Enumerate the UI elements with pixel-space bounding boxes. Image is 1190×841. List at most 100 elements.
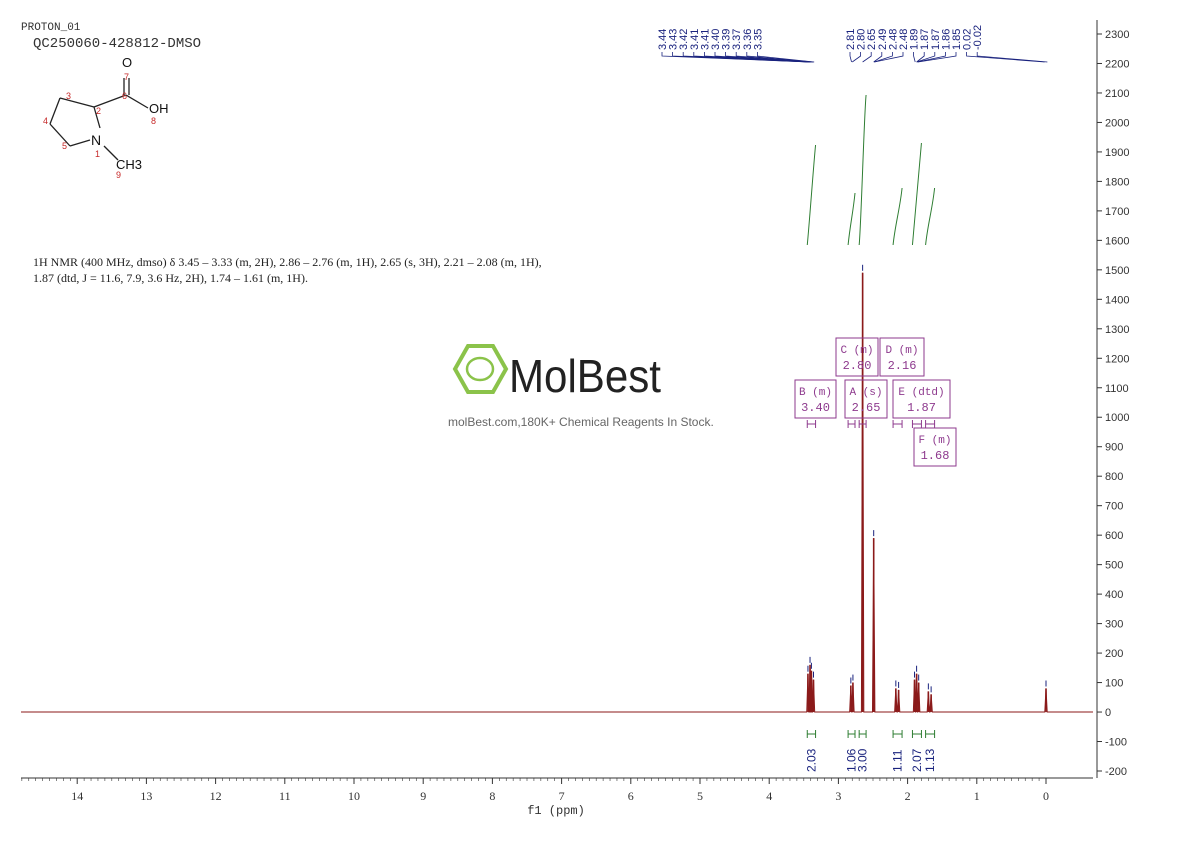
integral-value: 1.11 xyxy=(891,749,905,772)
x-axis-label: f1 (ppm) xyxy=(527,804,585,818)
atom-num-7: 7 xyxy=(124,72,129,82)
y-tick-label: 1900 xyxy=(1105,147,1129,159)
peak-label: 1.89 xyxy=(909,29,921,50)
y-tick-label: 500 xyxy=(1105,560,1123,572)
peak-leader-line xyxy=(862,52,872,63)
nmr-description-line2: 1.87 (dtd, J = 11.6, 7.9, 3.6 Hz, 2H), 1… xyxy=(33,271,308,285)
y-tick-label: 800 xyxy=(1105,471,1123,483)
molecule-structure xyxy=(49,78,149,161)
atom-num-2: 2 xyxy=(96,106,101,116)
x-tick-label: 0 xyxy=(1043,789,1049,803)
multiplet-box xyxy=(844,379,888,419)
peak-label: 3.36 xyxy=(742,29,754,50)
x-tick-label: 10 xyxy=(348,789,360,803)
y-tick-label: 1000 xyxy=(1105,412,1129,424)
plot-area: 14 13 12 11 10 9 8 7 6 5 4 3 2 1 0f1 (ppm)230022002100… xyxy=(21,20,1129,818)
integral-value: 2.03 xyxy=(804,748,818,772)
y-tick-label: 300 xyxy=(1105,619,1123,631)
integral-curve xyxy=(925,187,936,246)
y-tick-label: 1500 xyxy=(1105,265,1129,277)
nmr-description-line1: 1H NMR (400 MHz, dmso) δ 3.45 – 3.33 (m,… xyxy=(33,255,542,269)
peak-label: 3.40 xyxy=(710,29,722,50)
spectrum-line xyxy=(21,272,1093,713)
multiplet-box xyxy=(879,337,925,377)
y-tick-label: 600 xyxy=(1105,530,1123,542)
watermark-logo: MolBest molBest.com,180K+ Chemical Reage… xyxy=(448,344,714,429)
x-tick-label: 1 xyxy=(974,789,980,803)
atom-OH: OH xyxy=(149,101,169,116)
multiplet-shift: 2.65 xyxy=(852,401,881,415)
peak-label: 2.81 xyxy=(845,29,857,50)
y-tick-label: 200 xyxy=(1105,648,1123,660)
integral-value: 3.00 xyxy=(856,748,870,772)
peak-leader-line xyxy=(852,52,861,63)
multiplet-shift: 1.68 xyxy=(921,449,950,463)
benzene-logo-icon xyxy=(452,344,509,394)
x-tick-label: 6 xyxy=(628,789,634,803)
peak-leader-line xyxy=(966,52,1045,63)
x-tick-label: 12 xyxy=(210,789,222,803)
atom-num-4: 4 xyxy=(43,116,48,126)
experiment-title: PROTON_01 xyxy=(21,22,81,34)
peak-label: 3.43 xyxy=(668,29,680,50)
peak-label: 3.41 xyxy=(689,29,701,50)
peak-leader-line xyxy=(849,52,852,63)
multiplet-shift: 3.40 xyxy=(801,401,830,415)
multiplet-label: D (m) xyxy=(885,345,918,357)
y-tick-label: 1700 xyxy=(1105,206,1129,218)
multiplet-box xyxy=(892,379,951,419)
peak-label: 0.02 xyxy=(962,29,974,50)
integral-curve xyxy=(892,187,903,246)
multiplet-label: C (m) xyxy=(840,345,873,357)
y-tick-label: 1300 xyxy=(1105,324,1129,336)
peak-leader-line xyxy=(976,52,1048,63)
x-tick-label: 11 xyxy=(279,789,291,803)
peak-label: 3.35 xyxy=(752,29,764,50)
y-tick-label: 2300 xyxy=(1105,29,1129,41)
multiplet-box xyxy=(835,337,879,377)
multiplet-label: F (m) xyxy=(918,435,951,447)
integral-curve xyxy=(806,144,817,246)
peak-leader-line xyxy=(757,52,815,63)
y-tick-label: 2200 xyxy=(1105,58,1129,70)
peak-label: 1.87 xyxy=(919,29,931,50)
watermark-brand: MolBest xyxy=(509,350,661,402)
integral-value: 1.06 xyxy=(845,748,859,772)
peak-label: 3.37 xyxy=(731,29,743,50)
x-tick-label: 4 xyxy=(766,789,772,803)
y-tick-label: 1100 xyxy=(1105,383,1129,395)
x-tick-label: 13 xyxy=(140,789,152,803)
x-tick-label: 8 xyxy=(489,789,495,803)
integral-value: 1.13 xyxy=(923,748,937,772)
y-tick-label: -100 xyxy=(1105,737,1127,749)
atom-num-3: 3 xyxy=(66,91,71,101)
multiplet-shift: 2.16 xyxy=(888,359,917,373)
y-tick-label: 900 xyxy=(1105,442,1123,454)
y-tick-label: 0 xyxy=(1105,707,1111,719)
peak-label: 2.80 xyxy=(856,29,868,50)
peak-leader-line xyxy=(873,52,883,63)
y-tick-label: 1200 xyxy=(1105,353,1129,365)
y-tick-label: 700 xyxy=(1105,501,1123,513)
peak-leader-line xyxy=(917,52,946,63)
peak-label: 1.86 xyxy=(940,29,952,50)
peak-leader-line xyxy=(874,52,904,63)
x-tick-label: 5 xyxy=(697,789,703,803)
peak-label: 1.87 xyxy=(930,29,942,50)
x-tick-label: 2 xyxy=(905,789,911,803)
multiplet-shift: 2.80 xyxy=(843,359,872,373)
atom-num-6: 6 xyxy=(122,91,127,101)
atom-N: N xyxy=(91,132,101,148)
x-tick-label: 9 xyxy=(420,789,426,803)
watermark-tagline: molBest.com,180K+ Chemical Reagents In S… xyxy=(448,415,714,429)
molecule-labels: O OH N CH3 1 2 3 4 5 6 7 8 9 xyxy=(43,55,169,180)
integral-curve xyxy=(911,142,922,246)
x-tick-label: 3 xyxy=(835,789,841,803)
integral-curve xyxy=(847,192,856,246)
y-tick-label: 1400 xyxy=(1105,294,1129,306)
peak-label: 3.42 xyxy=(678,29,690,50)
peak-label: 1.85 xyxy=(951,29,963,50)
sample-title: QC250060-428812-DMSO xyxy=(33,36,201,52)
peak-leader-line xyxy=(916,52,936,63)
